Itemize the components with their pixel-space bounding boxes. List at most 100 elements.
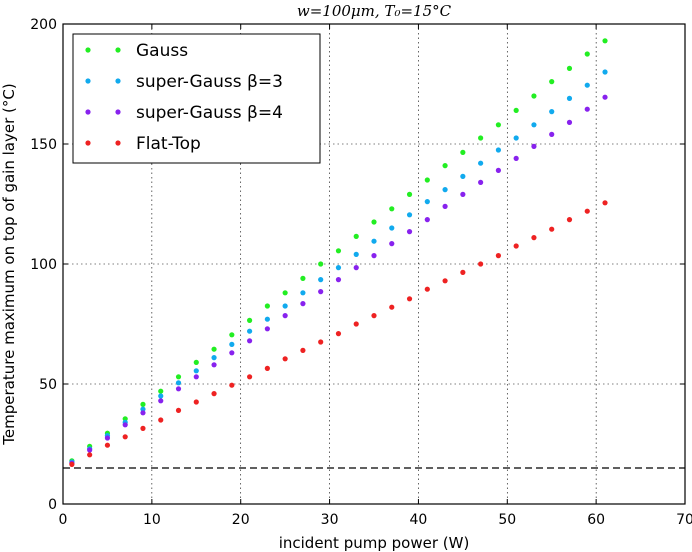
data-point xyxy=(104,442,111,448)
data-point xyxy=(264,365,270,371)
data-point xyxy=(478,179,484,185)
data-point xyxy=(478,160,484,166)
data-point xyxy=(282,313,288,319)
data-point xyxy=(247,317,253,323)
grid xyxy=(63,24,685,504)
x-tick-label: 70 xyxy=(676,512,692,528)
data-point xyxy=(175,386,182,392)
data-point xyxy=(211,346,217,352)
data-point xyxy=(442,163,448,169)
legend-entries: Gauss super-Gauss β=3 super-Gauss β=4 Flat-… xyxy=(85,41,283,154)
data-point xyxy=(602,69,608,75)
data-point xyxy=(584,106,590,112)
series-3 xyxy=(69,200,608,467)
legend-marker xyxy=(115,140,121,146)
data-point xyxy=(193,368,199,374)
data-point xyxy=(282,356,288,362)
data-point xyxy=(140,410,146,416)
data-point xyxy=(229,332,235,338)
legend-marker xyxy=(85,78,91,84)
data-point xyxy=(264,316,270,322)
data-point xyxy=(158,388,164,394)
data-point xyxy=(140,406,146,412)
data-point xyxy=(566,95,573,101)
x-tick-label: 60 xyxy=(587,512,605,528)
legend-marker xyxy=(115,109,121,115)
data-point xyxy=(353,265,359,271)
data-point xyxy=(193,399,199,405)
legend-marker xyxy=(85,140,91,146)
data-point xyxy=(549,226,555,232)
data-point xyxy=(442,278,448,284)
data-point xyxy=(406,229,413,235)
data-point xyxy=(495,122,501,128)
data-point xyxy=(335,331,342,337)
legend-label: super-Gauss β=4 xyxy=(136,103,283,123)
data-point xyxy=(211,355,217,361)
y-tick-label: 0 xyxy=(48,497,57,513)
data-point xyxy=(495,147,501,153)
x-tick-label: 0 xyxy=(59,512,68,528)
data-point xyxy=(602,200,608,206)
data-point xyxy=(318,339,324,345)
legend-marker xyxy=(115,47,121,53)
data-point xyxy=(335,277,342,283)
x-tick-label: 10 xyxy=(143,512,161,528)
data-point xyxy=(513,107,519,113)
data-point xyxy=(566,65,573,71)
x-tick-label: 20 xyxy=(232,512,250,528)
legend-label: Gauss xyxy=(136,41,188,61)
data-point xyxy=(460,269,466,275)
data-point xyxy=(158,417,164,423)
data-point xyxy=(495,253,501,259)
data-point xyxy=(442,203,448,209)
series-1 xyxy=(69,69,608,465)
data-point xyxy=(602,94,608,100)
data-point xyxy=(566,119,573,125)
data-point xyxy=(300,290,306,296)
data-point xyxy=(406,212,413,218)
y-tick-label: 200 xyxy=(30,17,57,33)
legend-marker xyxy=(85,109,91,115)
chart-title: w=100μm, T₀=15°C xyxy=(297,2,452,20)
data-point xyxy=(175,407,182,413)
data-point xyxy=(175,374,182,380)
legend-marker xyxy=(115,78,121,84)
data-point xyxy=(247,374,253,380)
data-point xyxy=(229,341,235,347)
data-point xyxy=(300,347,306,353)
data-point xyxy=(122,416,128,422)
data-point xyxy=(371,219,377,225)
data-point xyxy=(602,38,608,44)
data-point xyxy=(193,374,199,380)
data-point xyxy=(122,422,128,428)
data-point xyxy=(549,79,555,85)
data-point xyxy=(531,235,537,241)
data-point xyxy=(158,398,164,404)
data-point xyxy=(566,217,573,223)
data-point xyxy=(424,286,430,292)
axis-ticks xyxy=(62,23,686,505)
data-point xyxy=(371,253,377,259)
legend-label: Flat-Top xyxy=(136,134,201,154)
data-point xyxy=(193,359,199,365)
data-point xyxy=(406,296,413,302)
data-point xyxy=(247,338,253,344)
data-point xyxy=(406,191,413,197)
data-point xyxy=(318,261,324,267)
data-point xyxy=(424,199,430,205)
data-point xyxy=(282,290,288,296)
data-point xyxy=(175,380,182,386)
x-tick-label: 30 xyxy=(321,512,339,528)
axis-tick-labels: 0 10 20 30 40 50 60 70 0 50 100 150 200 xyxy=(30,17,692,528)
data-point xyxy=(389,241,395,247)
data-point xyxy=(69,461,75,467)
data-point xyxy=(424,177,430,183)
data-point xyxy=(122,434,128,440)
legend-marker xyxy=(85,47,91,53)
data-point xyxy=(335,248,342,254)
data-point xyxy=(353,251,359,257)
data-point xyxy=(371,313,377,319)
y-tick-label: 50 xyxy=(39,377,57,393)
